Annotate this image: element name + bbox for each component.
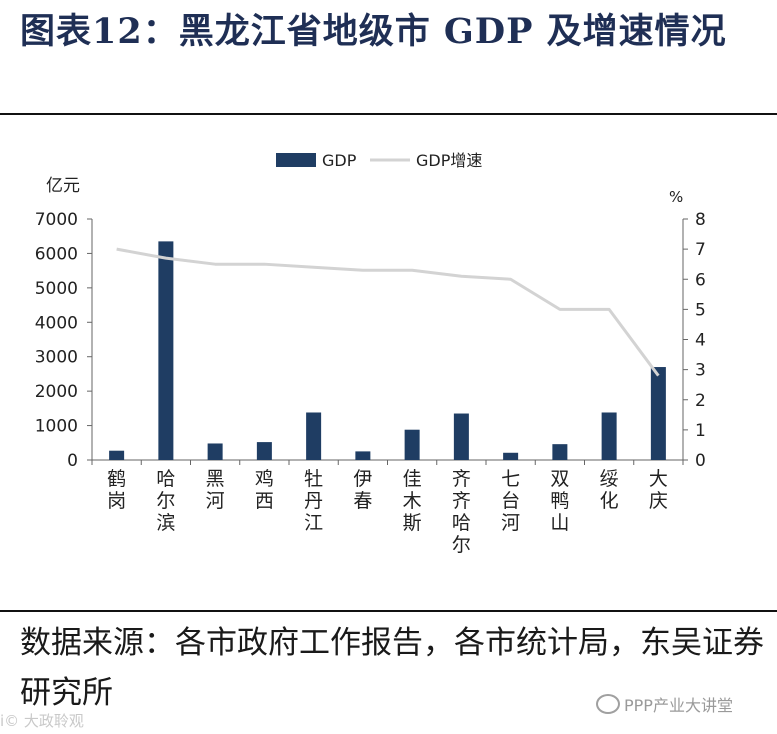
category-label: 哈尔滨 (156, 468, 175, 534)
gdp-bar-10 (552, 444, 568, 460)
right-tick-label: 0 (695, 451, 706, 471)
category-label: 双鸭山 (550, 468, 569, 534)
top-divider (0, 113, 777, 115)
gdp-bar-4 (256, 442, 272, 460)
right-tick-label: 8 (695, 210, 706, 230)
right-tick-label: 6 (695, 270, 706, 290)
chart-title: 图表12：黑龙江省地级市 GDP 及增速情况 (20, 11, 727, 52)
left-axis-unit: 亿元 (46, 176, 80, 196)
category-label: 绥化 (600, 468, 619, 512)
category-label: 佳木斯 (403, 468, 422, 534)
gdp-chart: 0 1000 2000 3000 4000 5000 6000 7000 0 1 2 3 4 5 6 7 8 亿元… (35, 151, 706, 556)
right-axis-unit: % (669, 188, 683, 206)
legend-growth-label: GDP增速 (416, 151, 482, 170)
right-tick-label: 1 (695, 421, 706, 441)
category-label: 黑河 (206, 468, 225, 512)
right-tick-label: 4 (695, 331, 706, 351)
gdp-growth-line (116, 247, 660, 377)
left-tick-label: 0 (67, 451, 78, 471)
gdp-bar-1 (109, 450, 125, 460)
left-tick-label: 2000 (35, 382, 78, 402)
watermark-left: i© 大政聆观 (0, 712, 84, 730)
gdp-bar-6 (355, 451, 371, 460)
gdp-bar-7 (404, 429, 420, 460)
left-tick-label: 4000 (35, 313, 78, 333)
category-label: 伊春 (353, 468, 372, 512)
bottom-divider (0, 610, 777, 612)
gdp-bar-12 (650, 367, 666, 460)
right-tick-label: 5 (695, 300, 706, 320)
left-tick-label: 1000 (35, 417, 78, 437)
gdp-bar-8 (453, 413, 469, 460)
gdp-bar-5 (306, 412, 322, 460)
right-tick-label: 7 (695, 240, 706, 260)
gdp-bar-3 (207, 443, 223, 460)
category-label: 齐齐哈尔 (452, 468, 471, 556)
gdp-bar-2 (158, 241, 174, 460)
category-label: 牡丹江 (304, 468, 323, 534)
legend-gdp-label: GDP (322, 151, 357, 170)
category-label: 大庆 (649, 468, 668, 512)
category-label: 鸡西 (255, 468, 274, 512)
legend-gdp-swatch (276, 153, 316, 167)
gdp-bar-9 (503, 452, 519, 460)
category-label: 七台河 (501, 468, 520, 534)
left-tick-label: 3000 (35, 348, 78, 368)
right-tick-label: 3 (695, 361, 706, 381)
right-tick-label: 2 (695, 391, 706, 411)
watermark-right: PPP产业大讲堂 (596, 692, 733, 716)
left-tick-label: 7000 (35, 210, 78, 230)
watermark-right-text: PPP产业大讲堂 (624, 696, 733, 715)
left-tick-label: 6000 (35, 244, 78, 264)
data-source-note: 数据来源：各市政府工作报告，各市统计局，东吴证券研究所 (20, 625, 764, 711)
gdp-bar-11 (601, 412, 617, 460)
category-label: 鹤岗 (107, 468, 126, 512)
left-tick-label: 5000 (35, 279, 78, 299)
wechat-icon (596, 694, 620, 714)
